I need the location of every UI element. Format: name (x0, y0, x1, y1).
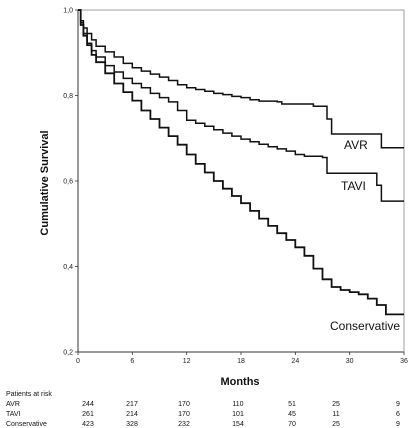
series-line-avr (78, 9, 404, 149)
risk-cell: 214 (126, 411, 138, 418)
risk-cell: 170 (178, 401, 190, 408)
risk-cell: 110 (232, 401, 243, 408)
y-tick-label: 0,2 (63, 350, 73, 357)
series-line-conservative (78, 9, 404, 316)
risk-cell: 154 (232, 421, 244, 428)
risk-cell: 101 (232, 411, 244, 418)
risk-table: Patients at risk AVR 244 217 170 110 51 25 9 TAV… (6, 391, 400, 428)
risk-cell: 9 (396, 401, 400, 408)
risk-table-title: Patients at risk (6, 391, 52, 398)
risk-cell: 51 (288, 401, 296, 408)
y-axis-title: Cumulative Survival (39, 130, 51, 235)
risk-row-label: TAVI (6, 411, 21, 418)
x-tick-label: 0 (76, 358, 80, 365)
x-axis-title: Months (220, 376, 259, 388)
risk-cell: 70 (288, 421, 296, 428)
y-tick-label: 0,6 (63, 179, 73, 186)
risk-cell: 244 (82, 401, 94, 408)
x-tick-label: 6 (130, 358, 134, 365)
risk-cell: 423 (82, 421, 94, 428)
risk-cell: 25 (332, 401, 340, 408)
x-tick-label: 12 (183, 358, 191, 365)
risk-cell: 170 (178, 411, 190, 418)
series-label-conservative: Conservative (330, 319, 400, 333)
risk-cell: 232 (178, 421, 190, 428)
risk-cell: 261 (82, 411, 94, 418)
series-label-avr: AVR (344, 138, 368, 152)
x-tick-label: 24 (291, 358, 299, 365)
series-label-tavi: TAVI (341, 179, 366, 193)
y-tick-label: 1,0 (63, 8, 73, 15)
risk-cell: 9 (396, 421, 400, 428)
x-tick-label: 30 (346, 358, 354, 365)
risk-cell: 328 (126, 421, 138, 428)
risk-cell: 217 (126, 401, 138, 408)
risk-row-label: AVR (6, 401, 20, 408)
series-line-tavi (78, 9, 404, 202)
risk-cell: 45 (288, 411, 296, 418)
x-tick-label: 18 (237, 358, 245, 365)
risk-cell: 6 (396, 411, 400, 418)
x-tick-label: 36 (400, 358, 408, 365)
risk-cell: 25 (332, 421, 340, 428)
series-layer (78, 9, 404, 316)
y-tick-label: 0,8 (63, 93, 73, 100)
y-tick-label: 0,4 (63, 264, 73, 271)
risk-row-label: Conservative (6, 421, 47, 428)
ticks-layer: 0 6 12 18 24 30 36 0,2 0,4 0,6 0,8 1,0 (63, 8, 408, 366)
risk-cell: 11 (332, 411, 339, 418)
